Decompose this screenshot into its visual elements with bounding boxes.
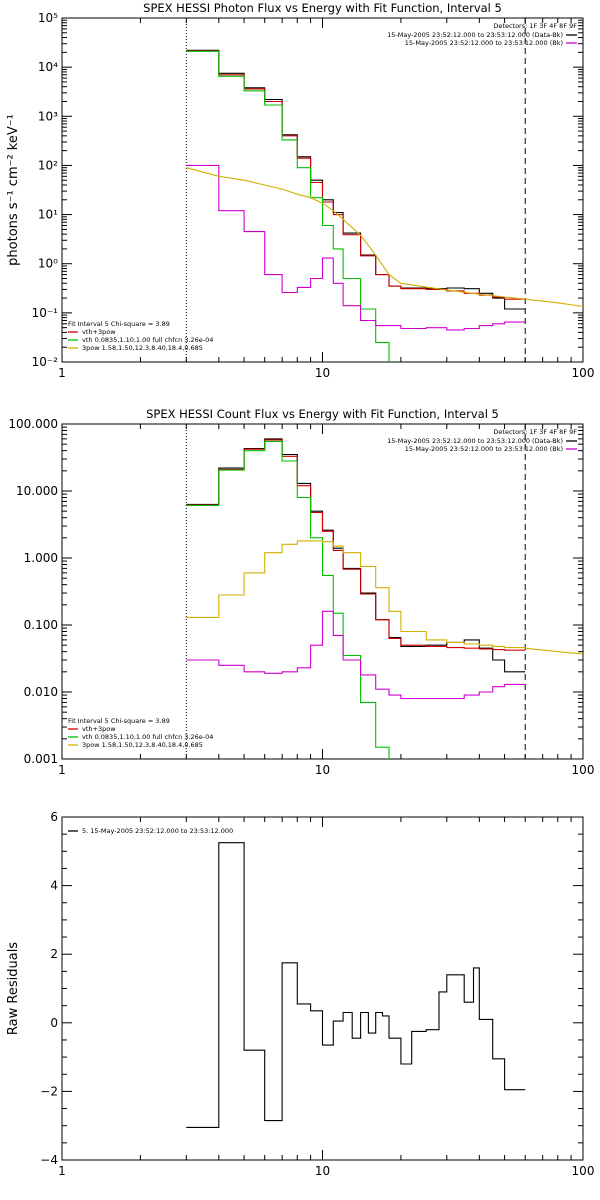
plot-area [185, 18, 583, 362]
legend-header: Detectors: 1F 3F 4F 8F 9F [493, 428, 577, 436]
y-tick-label: 0.100 [24, 618, 58, 632]
chart-panel-1: SPEX HESSI Photon Flux vs Energy with Fi… [6, 1, 594, 380]
x-tick-label: 100 [572, 366, 595, 380]
x-axis: 1 10 100 [58, 18, 594, 380]
y-tick-label: 10² [38, 158, 58, 172]
chart-title: SPEX HESSI Photon Flux vs Energy with Fi… [143, 1, 502, 15]
y-tick-label: 0.001 [24, 752, 58, 766]
y-tick-label: 10⁻¹ [32, 306, 59, 320]
y-tick-label: 6 [50, 810, 58, 824]
legend-entry: vth+3pow [82, 328, 116, 336]
y-tick-label: 0.010 [24, 685, 58, 699]
y-axis: 0.001 0.010 0.100 1.000 10.000 100.000 [8, 417, 583, 766]
legend-header: Detectors: 1F 3F 4F 8F 9F [493, 22, 577, 30]
x-tick-label: 1 [58, 1164, 66, 1178]
series-residuals [186, 842, 526, 1128]
y-tick-label: 0 [50, 1016, 58, 1030]
y-axis-label: Raw Residuals [6, 942, 21, 1035]
x-tick-label: 1 [58, 366, 66, 380]
x-tick-label: 10 [315, 763, 330, 777]
legend-entry: 15-May-2005 23:52:12.000 to 23:53:12.000… [387, 437, 563, 445]
legend-left: 5. 15-May-2005 23:52:12.000 to 23:53:12.… [68, 827, 233, 835]
y-tick-label: 10.000 [16, 484, 58, 498]
y-tick-label: 2 [50, 947, 58, 961]
y-tick-label: 4 [50, 879, 58, 893]
series-vth-3pow [186, 439, 526, 651]
x-axis: 1 10 100 [58, 817, 594, 1178]
plot-frame [61, 816, 584, 1161]
y-axis-label: photons s⁻¹ cm⁻² keV⁻¹ [6, 114, 21, 266]
legend-entry: vth 0.0835,1.10,1.00 full chfcn 3.26e-04 [82, 336, 213, 344]
y-tick-label: 10¹ [38, 208, 58, 222]
series-bk [186, 610, 526, 700]
series-3pow [186, 540, 583, 655]
legend-header: Fit Interval 5 Chi-square = 3.89 [68, 717, 170, 725]
chart-title: SPEX HESSI Count Flux vs Energy with Fit… [146, 407, 499, 421]
y-axis: 10⁻² 10⁻¹ 10⁰ 10¹ 10² 10³ 10⁴ 10⁵ [32, 11, 583, 369]
y-axis: −4 −2 0 2 4 6 [40, 810, 583, 1167]
legend-entry: 15-May-2005 23:52:12.000 to 23:53:12.000… [405, 39, 563, 47]
series-vth-3pow [186, 50, 526, 300]
legend-entry: 3pow 1.58,1.50,12.3,8.40,18.4,0.685 [82, 344, 203, 352]
x-tick-label: 1 [58, 763, 66, 777]
x-tick-label: 10 [315, 366, 330, 380]
legend-entry: 3pow 1.58,1.50,12.3,8.40,18.4,0.685 [82, 741, 203, 749]
plot-frame [61, 423, 584, 760]
y-tick-label: −2 [40, 1084, 58, 1098]
series-vth [186, 50, 390, 362]
series-vth [186, 440, 390, 759]
series-bk [186, 164, 526, 331]
y-tick-label: 10⁰ [38, 257, 58, 271]
legend-left: Fit Interval 5 Chi-square = 3.89vth+3pow… [68, 717, 213, 749]
legend-entry: vth 0.0835,1.10,1.00 full chfcn 3.26e-04 [82, 733, 213, 741]
x-tick-label: 10 [315, 1164, 330, 1178]
y-tick-label: 10⁵ [38, 11, 58, 25]
y-tick-label: 1.000 [24, 551, 58, 565]
y-tick-label: −4 [40, 1153, 58, 1167]
y-tick-label: 10⁴ [38, 60, 58, 74]
legend-entry: vth+3pow [82, 725, 116, 733]
x-tick-label: 100 [572, 1164, 595, 1178]
legend-entry: 15-May-2005 23:52:12.000 to 23:53:12.000… [405, 445, 563, 453]
x-axis: 1 10 100 [58, 424, 594, 777]
legend-left: Fit Interval 5 Chi-square = 3.89vth+3pow… [68, 320, 213, 352]
y-tick-label: 100.000 [8, 417, 58, 431]
chart-panel-2: SPEX HESSI Count Flux vs Energy with Fit… [8, 407, 594, 777]
y-tick-label: 10⁻² [32, 355, 59, 369]
chart-panel-3: 1 10 100 −4 −2 0 2 4 6 Raw Residuals 5. 15-May-200… [6, 810, 594, 1178]
series-3pow [186, 167, 583, 308]
series-data-bk [186, 438, 526, 673]
legend-entry: 5. 15-May-2005 23:52:12.000 to 23:53:12.… [82, 827, 233, 835]
plot-area [185, 424, 583, 759]
legend-entry: 15-May-2005 23:52:12.000 to 23:53:12.000… [387, 31, 563, 39]
plot-area [186, 842, 526, 1128]
x-tick-label: 100 [572, 763, 595, 777]
y-tick-label: 10³ [38, 109, 58, 123]
legend-header: Fit Interval 5 Chi-square = 3.89 [68, 320, 170, 328]
